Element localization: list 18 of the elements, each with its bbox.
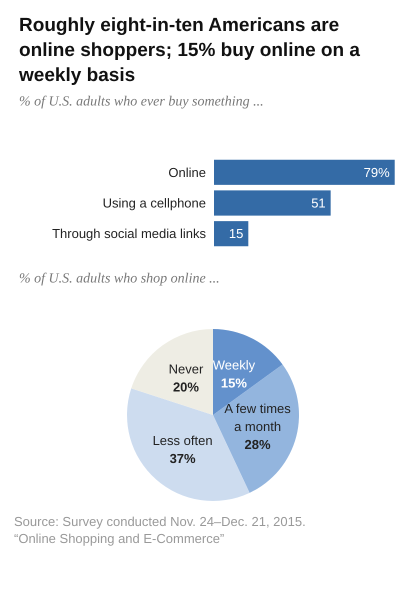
y-tick-label: Online <box>168 164 206 180</box>
data-label: 37% <box>170 451 196 466</box>
text: “Online Shopping and E-Commerce” <box>14 531 224 546</box>
source-note: Source: Survey conducted Nov. 24–Dec. 21, 2015. <box>14 514 306 529</box>
data-label: 15% <box>220 376 248 391</box>
data-label: 28% <box>244 436 271 452</box>
slice-label: A few times a month <box>224 400 292 434</box>
data-label: 15 <box>228 226 244 242</box>
data-label: 79% <box>364 164 390 180</box>
chart-title: Roughly eight-in-ten Americans are online shoppers; 15% buy online on a weekly basis <box>18 15 366 86</box>
slice-label: Less often <box>152 433 213 448</box>
chart-subtitle: % of U.S. adults who ever buy something ... <box>19 94 264 110</box>
y-tick-label: Through social media links <box>52 226 206 242</box>
y-tick-label: Using a cellphone <box>102 196 206 210</box>
data-label: 20% <box>172 379 200 394</box>
slice-label: Never <box>168 361 204 376</box>
chart-subtitle: % of U.S. adults who shop online ... <box>19 272 220 286</box>
data-label: 51 <box>311 196 326 210</box>
